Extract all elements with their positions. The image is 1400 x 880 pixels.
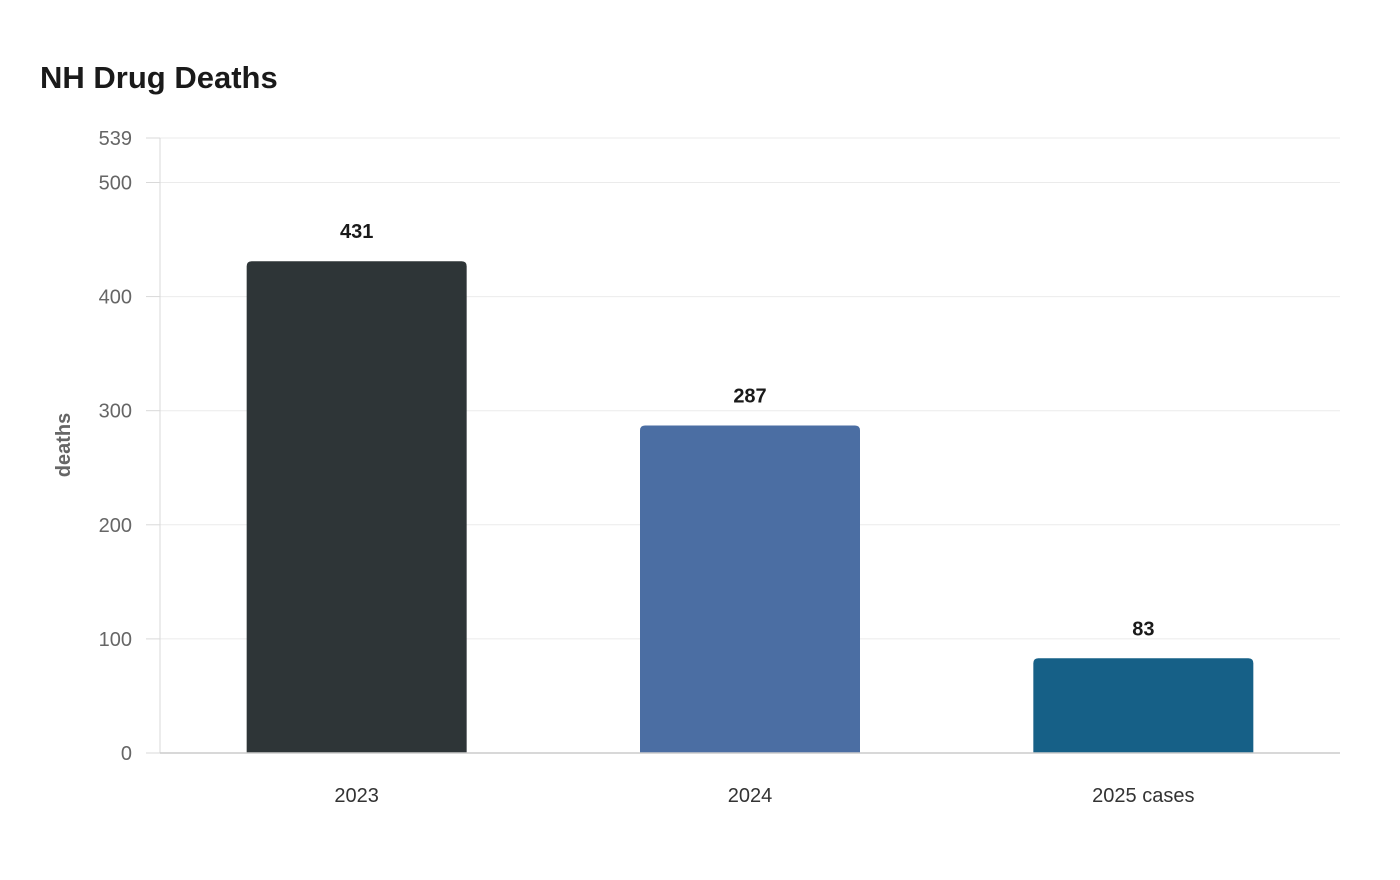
y-tick-label: 0 <box>121 743 132 765</box>
y-tick-label: 300 <box>99 401 132 423</box>
x-category-label: 2025 cases <box>1092 785 1194 807</box>
y-tick-label: 500 <box>99 172 132 194</box>
bar-2023 <box>246 261 467 753</box>
bar-value-label: 83 <box>1132 618 1154 640</box>
y-tick-label: 400 <box>99 287 132 309</box>
x-category-label: 2023 <box>334 785 379 807</box>
y-axis-ticks: 0 100 200 300 400 500 539 <box>99 128 160 765</box>
bar-2024 <box>640 425 860 753</box>
bar-2025-cases <box>1033 658 1254 753</box>
y-tick-label: 200 <box>99 515 132 537</box>
bars: 431 287 83 <box>246 221 1254 753</box>
y-tick-label: 539 <box>99 128 132 150</box>
y-axis-title: deaths <box>53 413 75 477</box>
x-axis-labels: 2023 2024 2025 cases <box>334 785 1194 807</box>
y-tick-label: 100 <box>99 629 132 651</box>
chart-title: NH Drug Deaths <box>40 60 278 95</box>
bar-value-label: 287 <box>733 386 766 408</box>
x-category-label: 2024 <box>728 785 773 807</box>
bar-value-label: 431 <box>340 221 373 243</box>
